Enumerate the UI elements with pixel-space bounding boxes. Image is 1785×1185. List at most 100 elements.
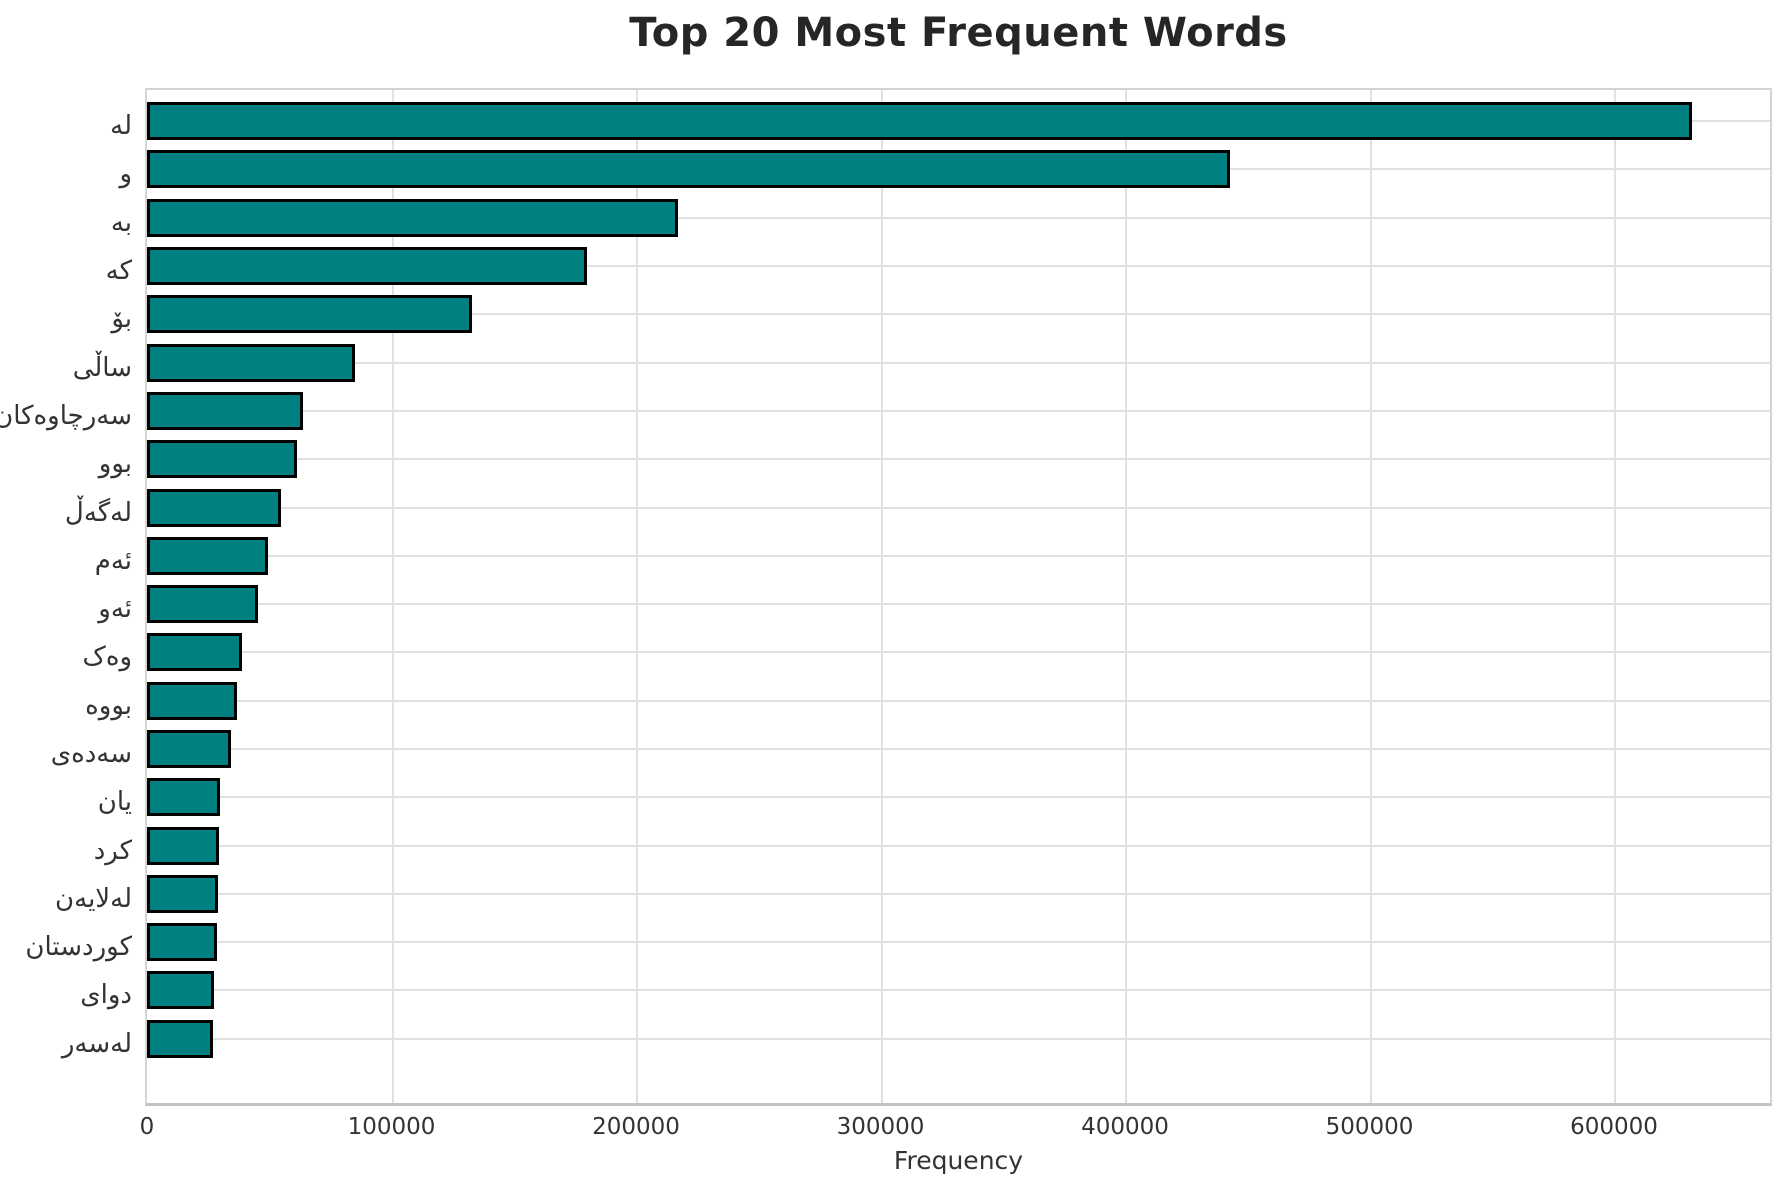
frequency-bar (147, 633, 243, 672)
bar-row (147, 145, 1770, 193)
y-axis-label: وەک (82, 642, 132, 673)
y-axis-label-row: وەک (0, 633, 132, 681)
plot-area (145, 88, 1772, 1106)
x-axis-tick-label: 500000 (1325, 1114, 1414, 1140)
y-axis-label: دوای (80, 980, 132, 1011)
gridline-horizontal (147, 458, 1770, 461)
gridline-vertical (391, 90, 394, 1103)
frequency-bar (147, 391, 304, 430)
x-axis-ticks: 0 100000 200000 300000 400000 500000 600000 (0, 1114, 1785, 1148)
frequency-bar (147, 536, 269, 575)
y-axis-label-row: به (0, 199, 132, 247)
frequency-bar (147, 971, 215, 1010)
bar-row (147, 532, 1770, 580)
bar-row (147, 580, 1770, 628)
bar-row (147, 918, 1770, 966)
y-axis-labels: له و به که بۆ ساڵی سەرچاوەکان بوو لەگەڵ ئەم ئەو وەک… (0, 95, 132, 1068)
y-axis-label-row: سەرچاوەکان (0, 392, 132, 440)
gridline-horizontal (147, 409, 1770, 412)
bar-row (147, 290, 1770, 338)
chart-title: Top 20 Most Frequent Words (629, 10, 1288, 56)
y-axis-label-row: که (0, 247, 132, 295)
y-axis-label: که (105, 256, 132, 287)
y-axis-label: یان (97, 787, 132, 818)
gridline-horizontal (147, 892, 1770, 895)
frequency-bar (147, 440, 298, 479)
frequency-bar (147, 585, 259, 624)
frequency-bar (147, 247, 588, 286)
gridline-horizontal (147, 603, 1770, 606)
y-axis-label-row: ئەم (0, 537, 132, 585)
y-axis-label-row: سەدەی (0, 730, 132, 778)
y-axis-label-row: بۆ (0, 295, 132, 343)
gridline-vertical (1614, 90, 1616, 1103)
frequency-bar (147, 730, 232, 768)
x-axis-tick-label: 600000 (1570, 1114, 1658, 1140)
bar-row (147, 194, 1770, 242)
y-axis-label: سەرچاوەکان (0, 400, 132, 431)
bar-row (147, 338, 1770, 386)
y-axis-label: له (110, 111, 132, 142)
gridline-horizontal (147, 265, 1770, 268)
bar-row (147, 628, 1770, 676)
y-axis-label-row: لەسەر (0, 1020, 132, 1068)
y-axis-label-row: بووە (0, 682, 132, 730)
gridline-vertical (636, 90, 638, 1103)
frequency-bar (147, 874, 218, 913)
gridline-vertical (880, 90, 883, 1103)
bar-row (147, 1015, 1770, 1063)
y-axis-label-row: ئەو (0, 585, 132, 633)
frequency-bar (147, 681, 238, 720)
frequency-bar (147, 343, 355, 382)
gridline-horizontal (147, 989, 1770, 992)
gridline-horizontal (147, 796, 1770, 799)
y-axis-label-row: لەلایەن (0, 875, 132, 923)
x-axis-tick-label: 200000 (592, 1114, 680, 1140)
y-axis-label-row: له (0, 102, 132, 150)
x-axis-tick-label: 0 (139, 1114, 155, 1140)
gridline-horizontal (147, 651, 1770, 654)
bar-row (147, 725, 1770, 773)
x-axis-tick-label: 300000 (836, 1114, 925, 1140)
y-axis-label: لەسەر (61, 1028, 132, 1059)
y-axis-label-row: کوردستان (0, 923, 132, 971)
bar-row (147, 242, 1770, 290)
frequency-bar (147, 198, 678, 237)
bars-container (147, 97, 1770, 1063)
gridline-horizontal (147, 554, 1770, 557)
bar-row (147, 870, 1770, 918)
y-axis-label-row: دوای (0, 971, 132, 1019)
y-axis-label: کرد (93, 835, 132, 866)
y-axis-label: ئەم (94, 545, 132, 576)
y-axis-label-row: کرد (0, 826, 132, 874)
gridline-horizontal (147, 506, 1770, 509)
frequency-bar (147, 150, 1231, 189)
bar-row (147, 387, 1770, 435)
y-axis-label: سەدەی (50, 739, 132, 769)
bar-row (147, 966, 1770, 1014)
frequency-bar (147, 488, 282, 527)
y-axis-label: لەلایەن (55, 883, 132, 914)
x-axis-tick-label: 400000 (1081, 1114, 1169, 1140)
y-axis-label: بۆ (111, 304, 132, 335)
y-axis-label: به (110, 207, 132, 238)
y-axis-label: و (119, 159, 132, 190)
gridline-horizontal (147, 361, 1770, 364)
bar-row (147, 97, 1770, 145)
y-axis-label-row: یان (0, 778, 132, 826)
gridline-horizontal (147, 748, 1770, 750)
gridline-horizontal (147, 941, 1770, 944)
gridline-horizontal (147, 313, 1770, 316)
y-axis-label: بوو (98, 449, 132, 480)
bar-row (147, 773, 1770, 821)
bar-row (147, 483, 1770, 531)
frequency-bar (147, 295, 473, 334)
y-axis-label-row: بوو (0, 440, 132, 488)
y-axis-label: ئەو (98, 594, 132, 625)
bar-row (147, 821, 1770, 869)
gridline-horizontal (147, 1037, 1770, 1040)
frequency-bar (147, 778, 221, 817)
bar-row (147, 677, 1770, 725)
y-axis-label-row: ساڵی (0, 343, 132, 391)
x-axis-tick-label: 100000 (347, 1114, 436, 1140)
